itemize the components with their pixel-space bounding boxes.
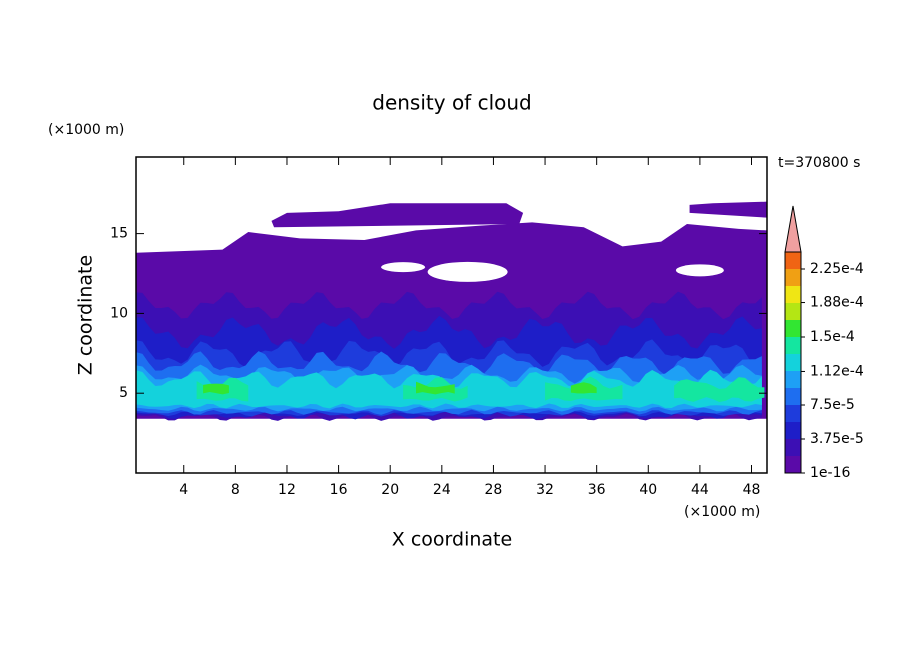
colorbar-band <box>785 439 801 456</box>
colorbar-extend <box>784 205 802 253</box>
contour-region <box>689 201 767 218</box>
x-tick-label: 24 <box>433 482 451 498</box>
y-unit: (×1000 m) <box>48 122 124 138</box>
colorbar-tick-label: 1e-16 <box>810 465 850 481</box>
colorbar-band <box>785 252 801 269</box>
colorbar-band <box>785 269 801 286</box>
x-tick-label: 48 <box>743 482 761 498</box>
colorbar-band <box>785 320 801 337</box>
colorbar-band <box>785 286 801 303</box>
y-tick-label: 15 <box>110 226 128 242</box>
colorbar-frame <box>784 251 802 474</box>
x-tick-label: 12 <box>278 482 296 498</box>
chart-title: density of cloud <box>372 91 531 115</box>
colorbar-band <box>785 405 801 422</box>
colorbar-tick-label: 1.5e-4 <box>810 329 855 345</box>
colorbar-band <box>785 303 801 320</box>
colorbar-band <box>785 337 801 354</box>
contour-field <box>136 201 767 421</box>
contour-region <box>416 381 455 395</box>
contour-hole <box>427 261 508 282</box>
y-tick-label: 5 <box>119 385 128 401</box>
x-tick-label: 36 <box>588 482 606 498</box>
x-tick-label: 16 <box>330 482 348 498</box>
contour-region <box>570 382 597 394</box>
colorbar-band <box>785 422 801 439</box>
contour-hole <box>675 264 724 277</box>
plot-frame <box>135 156 768 474</box>
x-axis-title: X coordinate <box>392 529 512 551</box>
colorbar-band <box>785 456 801 473</box>
colorbar-tick-label: 1.88e-4 <box>810 295 864 311</box>
contour-hole <box>381 262 426 273</box>
time-label: t=370800 s <box>778 155 860 171</box>
contour-region <box>271 203 524 228</box>
y-axis-title: Z coordinate <box>75 255 97 375</box>
x-tick-label: 28 <box>485 482 503 498</box>
colorbar-band <box>785 388 801 405</box>
colorbar-tick-label: 7.5e-5 <box>810 397 855 413</box>
x-tick-label: 32 <box>536 482 554 498</box>
colorbar-tick-label: 1.12e-4 <box>810 363 864 379</box>
x-tick-label: 8 <box>231 482 240 498</box>
contour-region <box>203 383 229 395</box>
x-tick-label: 20 <box>381 482 399 498</box>
x-tick-label: 40 <box>639 482 657 498</box>
y-tick-label: 10 <box>110 305 128 321</box>
colorbar-tick-label: 2.25e-4 <box>810 261 864 277</box>
x-tick-label: 4 <box>179 482 188 498</box>
colorbar-tick-label: 3.75e-5 <box>810 431 864 447</box>
x-tick-label: 44 <box>691 482 709 498</box>
colorbar-band <box>785 354 801 371</box>
contour-region <box>674 377 765 403</box>
x-unit: (×1000 m) <box>684 504 760 520</box>
colorbar-band <box>785 371 801 388</box>
